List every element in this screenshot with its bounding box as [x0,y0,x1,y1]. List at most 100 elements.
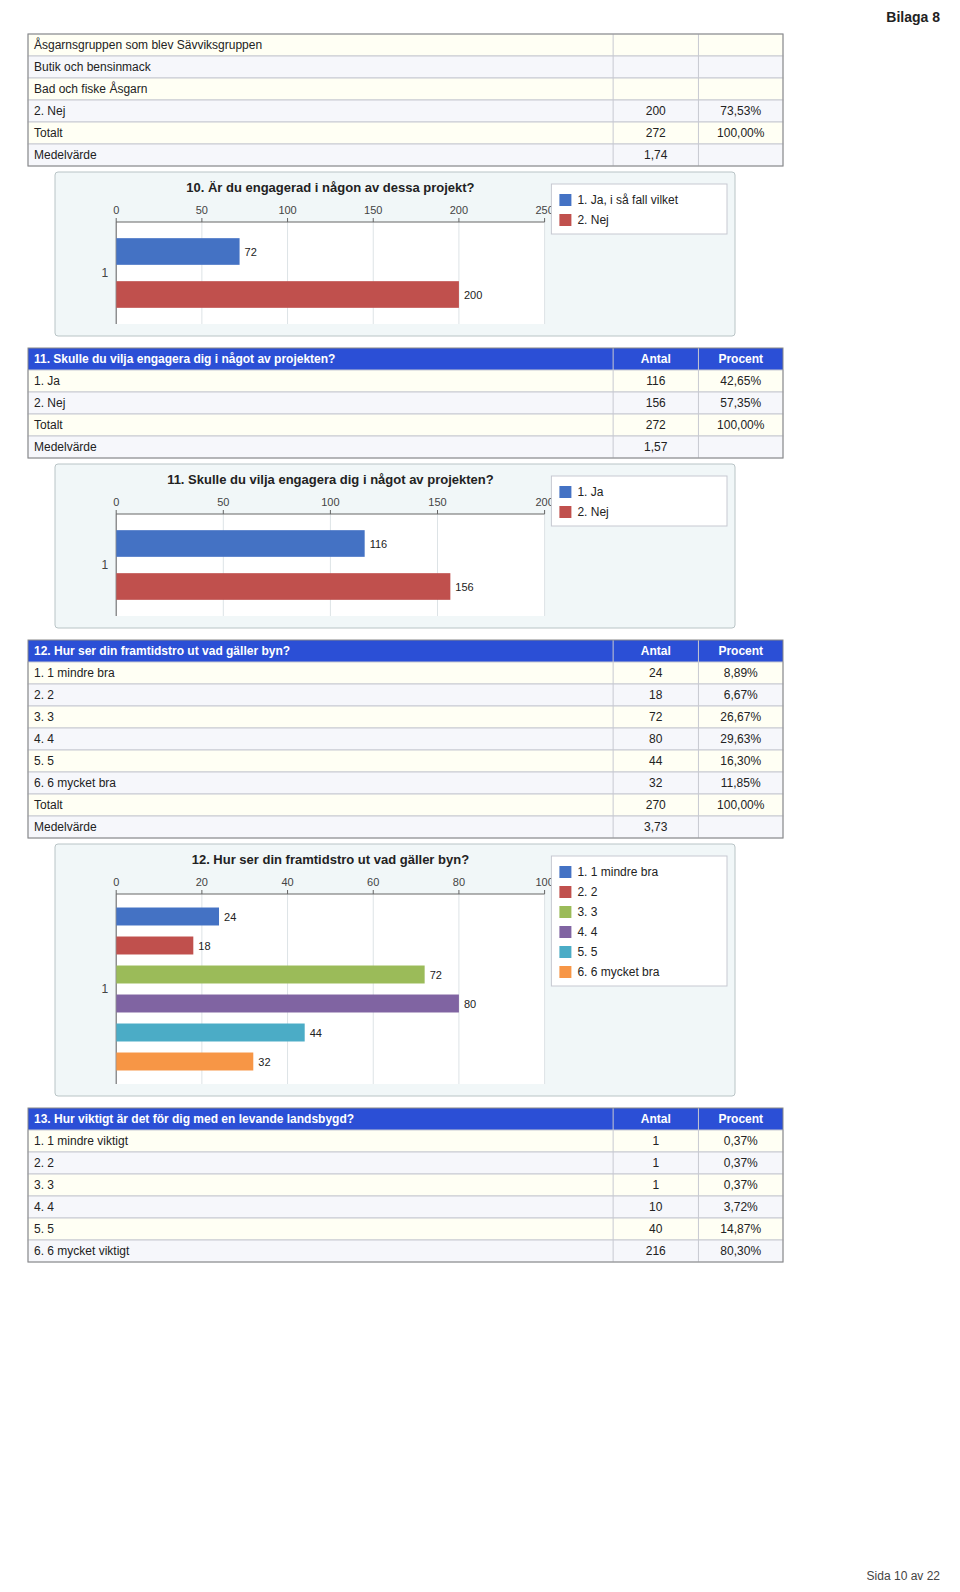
tick-label: 0 [113,876,119,888]
table-row-label: 4. 4 [34,732,54,746]
table-row-label: Butik och bensinmack [34,60,152,74]
table-row [28,1196,783,1218]
grid-line [223,514,224,616]
plot-area [116,894,544,1084]
grid-line [373,222,374,324]
grid-line [287,894,288,1084]
bar [116,238,239,265]
table-row-label: Medelvärde [34,148,97,162]
table-row-label: 4. 4 [34,1200,54,1214]
table-row-label: 2. 2 [34,1156,54,1170]
table-row-label: 2. 2 [34,688,54,702]
tick-mark [544,890,545,894]
bar [116,281,459,308]
table-divider [698,348,699,458]
plot-area [116,514,544,616]
table-frame [28,34,783,166]
legend: 1. Ja, i så fall vilket2. Nej [551,184,727,234]
table-column-header: Antal [641,352,671,366]
tick-label: 200 [450,204,468,216]
tick-mark [544,510,545,514]
table-row [28,100,783,122]
tick-mark [116,218,117,222]
table-cell: 10 [649,1200,663,1214]
bar [116,966,424,984]
table-cell: 216 [646,1244,666,1258]
table: 11. Skulle du vilja engagera dig i något… [28,348,783,458]
legend-entry: 1. Ja, i så fall vilket [577,193,678,207]
tick-mark [201,890,202,894]
table-title: 12. Hur ser din framtidstro ut vad gälle… [34,644,290,658]
grid-line [544,222,545,324]
grid-line [437,514,438,616]
table-cell: 8,89% [724,666,758,680]
axis-line [116,222,544,223]
chart-box [55,844,735,1096]
grid-line [116,514,117,616]
table-row [28,122,783,144]
tick-mark [116,510,117,514]
table-cell: 24 [649,666,663,680]
legend-swatch [559,946,571,958]
bar [116,1053,253,1071]
legend-frame [551,184,727,234]
axis-line [116,222,117,324]
data-label: 156 [455,581,473,593]
table-divider [613,348,614,458]
chart-title: 10. Är du engagerad i någon av dessa pro… [186,180,474,195]
tick-label: 150 [428,496,446,508]
tick-label: 100 [278,204,296,216]
table-cell: 80 [649,732,663,746]
data-label: 32 [258,1056,270,1068]
legend-entry: 6. 6 mycket bra [577,965,659,979]
table-cell: 26,67% [720,710,761,724]
legend-swatch [559,506,571,518]
legend-swatch [559,214,571,226]
legend-swatch [559,194,571,206]
table-divider [698,1108,699,1262]
table-title: 11. Skulle du vilja engagera dig i något… [34,352,335,366]
data-label: 200 [464,289,482,301]
legend-entry: 1. Ja [577,485,603,499]
chart-box [55,464,735,628]
table-header-bg [28,640,783,662]
legend-entry: 5. 5 [577,945,597,959]
tick-mark [330,510,331,514]
table-column-header: Procent [718,644,763,658]
table-row-label: Medelvärde [34,820,97,834]
tick-mark [373,218,374,222]
table-frame [28,348,783,458]
page: Bilaga 8Sida 10 av 22Åsgarnsgruppen som … [0,0,960,1592]
tick-mark [437,510,438,514]
tick-label: 20 [196,876,208,888]
page-footer: Sida 10 av 22 [867,1569,941,1583]
table-divider [698,640,699,838]
table-row-label: 1. 1 mindre viktigt [34,1134,129,1148]
table-row [28,1152,783,1174]
tick-mark [287,218,288,222]
table-row-label: 6. 6 mycket viktigt [34,1244,130,1258]
legend-entry: 2. 2 [577,885,597,899]
bar [116,1024,304,1042]
table-column-header: Procent [718,1112,763,1126]
table-divider [613,640,614,838]
table-header-bg [28,1108,783,1130]
table-row-label: Totalt [34,126,63,140]
table-row [28,728,783,750]
table-row [28,144,783,166]
data-label: 72 [430,969,442,981]
legend-swatch [559,906,571,918]
table-cell: 16,30% [720,754,761,768]
table-row [28,436,783,458]
bars [116,530,450,600]
table-row [28,34,783,56]
axis-line [116,514,117,616]
legend-swatch [559,866,571,878]
data-label: 116 [370,538,388,550]
grid-line [287,222,288,324]
grid-line [458,894,459,1084]
tick-mark [201,218,202,222]
grid-line [330,514,331,616]
grid-line [116,222,117,324]
table-cell: 100,00% [717,798,765,812]
